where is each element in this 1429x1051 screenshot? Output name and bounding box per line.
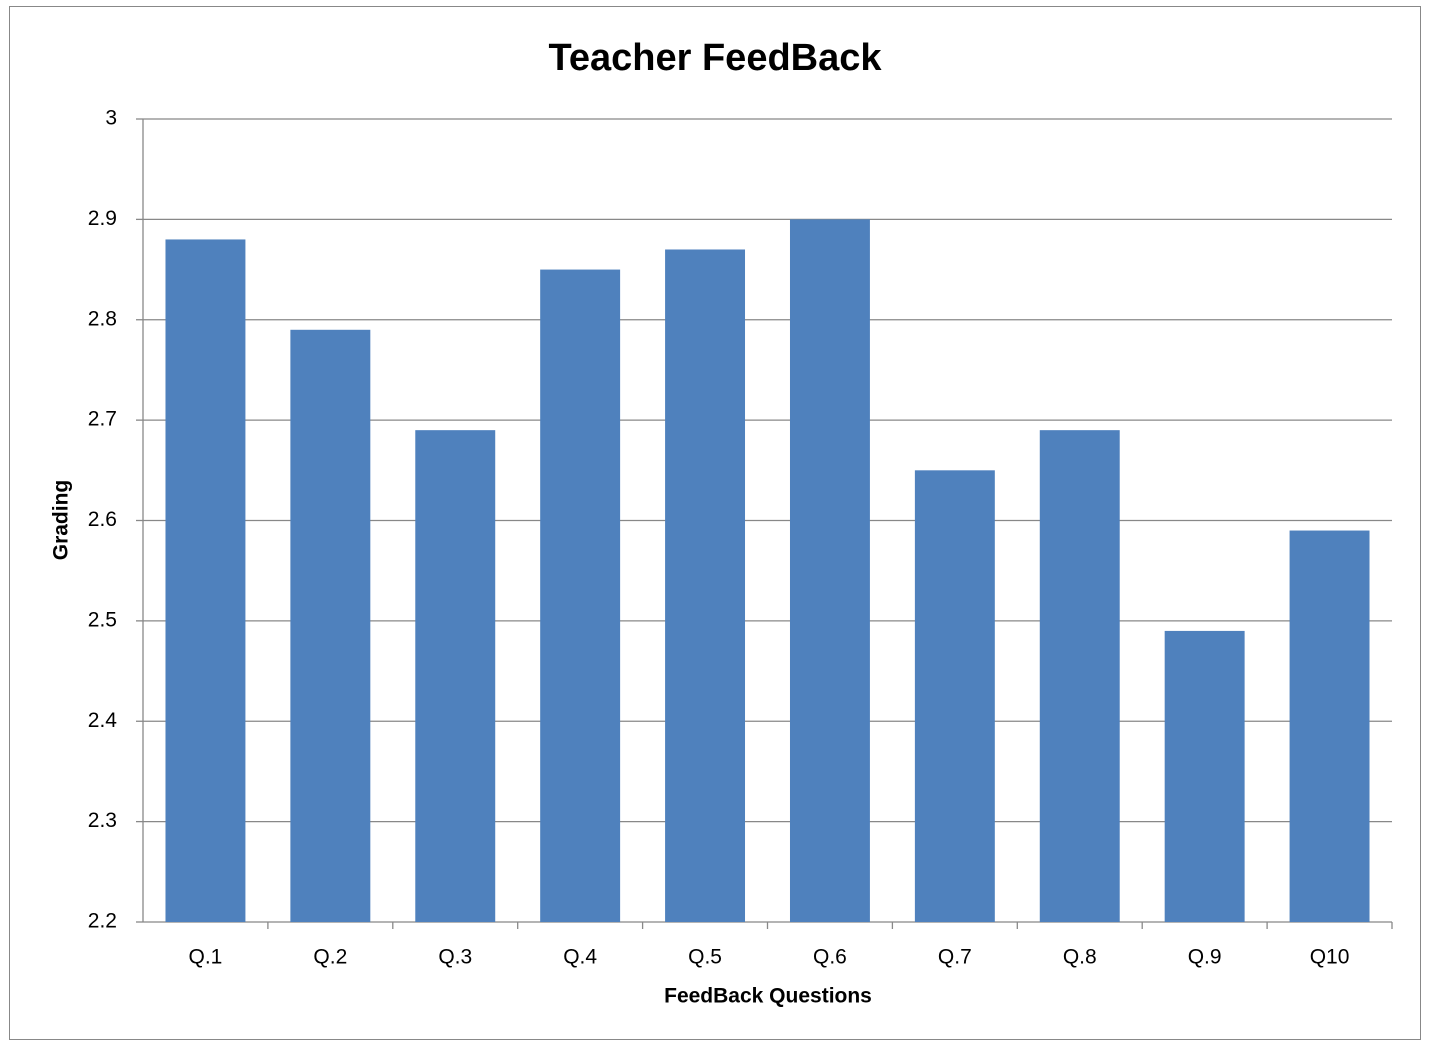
chart-title: Teacher FeedBack: [548, 37, 882, 79]
y-tick-label: 2.3: [88, 809, 117, 832]
bar: [540, 269, 621, 922]
x-tick-label: Q.7: [938, 946, 972, 969]
x-tick-label: Q.9: [1188, 946, 1222, 969]
x-tick-label: Q.5: [688, 946, 722, 969]
bar: [415, 430, 496, 922]
bar: [1039, 430, 1120, 922]
bar: [789, 219, 870, 922]
y-tick-label: 2.4: [88, 709, 118, 732]
x-tick-label: Q.1: [189, 946, 223, 969]
y-tick-label: 2.9: [88, 207, 117, 230]
bar: [914, 470, 995, 922]
bar: [290, 329, 371, 923]
y-tick-label: 2.6: [88, 508, 117, 531]
x-tick-label: Q.8: [1063, 946, 1097, 969]
y-tick-label: 2.2: [88, 910, 117, 933]
x-tick-label: Q.6: [813, 946, 847, 969]
bar: [165, 239, 246, 922]
y-tick-label: 3: [105, 107, 117, 130]
y-axis-label: Grading: [50, 480, 73, 561]
x-tick-label: Q10: [1310, 946, 1350, 969]
x-axis-label: FeedBack Questions: [664, 985, 872, 1008]
y-tick-label: 2.7: [88, 408, 117, 431]
y-tick-label: 2.5: [88, 608, 117, 631]
x-tick-label: Q.4: [563, 946, 597, 969]
x-tick-label: Q.3: [438, 946, 472, 969]
bar: [1289, 530, 1370, 922]
bar: [665, 249, 746, 923]
bar: [1164, 630, 1245, 922]
x-tick-label: Q.2: [313, 946, 347, 969]
y-tick-label: 2.8: [88, 307, 117, 330]
